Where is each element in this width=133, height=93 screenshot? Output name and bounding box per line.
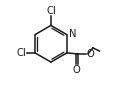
Text: O: O — [86, 49, 94, 59]
Text: N: N — [69, 29, 77, 39]
Text: O: O — [73, 65, 81, 75]
Text: Cl: Cl — [17, 48, 26, 58]
Text: Cl: Cl — [46, 6, 56, 16]
